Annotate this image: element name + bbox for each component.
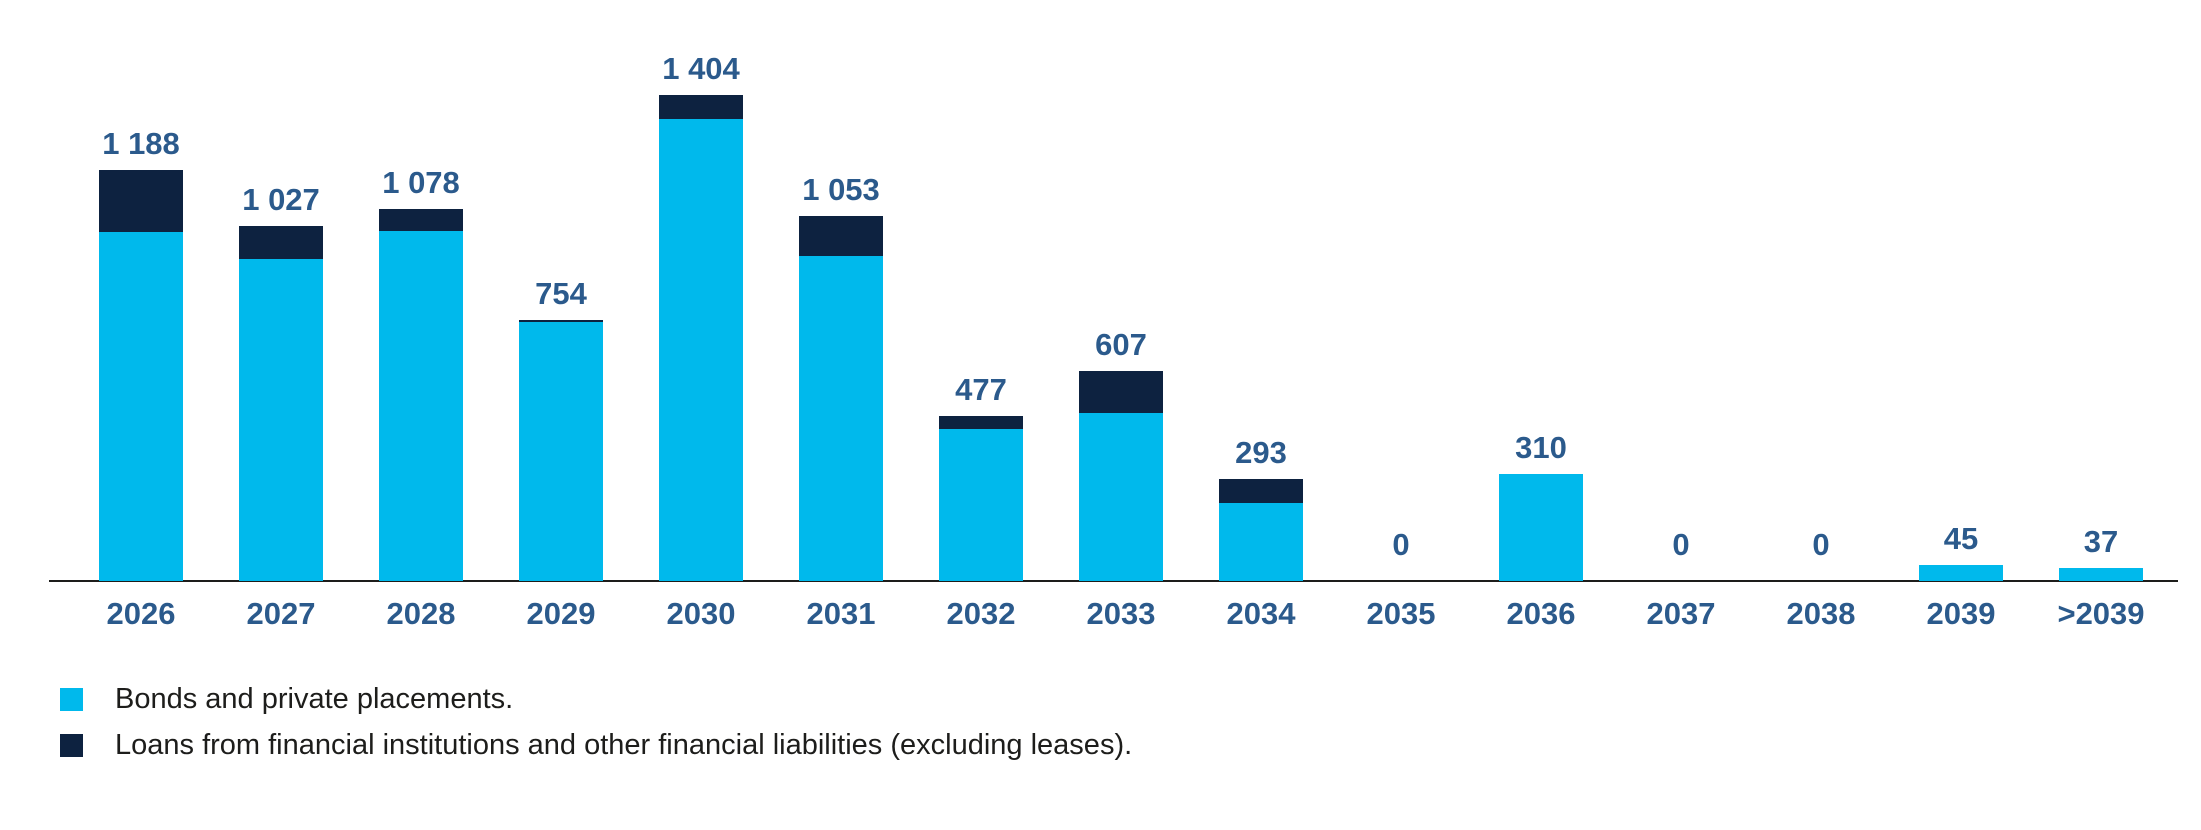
x-axis-label-2036: 2036	[1506, 596, 1576, 631]
x-axis-label-2037: 2037	[1646, 596, 1716, 631]
x-axis-label-2027: 2027	[246, 596, 316, 631]
bar-segment-bonds	[239, 259, 323, 581]
bar-segment-loans	[1079, 371, 1163, 413]
bar->2039	[2059, 568, 2143, 581]
bar-value-label: 1 078	[382, 165, 460, 200]
bar-segment-loans	[799, 216, 883, 256]
bar-segment-bonds	[1919, 565, 2003, 581]
x-axis-label-2030: 2030	[666, 596, 736, 631]
loans-legend-swatch-icon	[60, 733, 83, 757]
bar-segment-bonds	[379, 231, 463, 581]
bar-segment-loans	[1219, 479, 1303, 503]
bar-2027	[239, 226, 323, 581]
legend-item-loans: Loans from financial institutions and ot…	[60, 729, 1132, 761]
bar-value-label: 1 053	[802, 172, 880, 207]
bar-value-label: 293	[1235, 435, 1287, 470]
bar-value-label: 1 188	[102, 126, 180, 161]
bar-segment-bonds	[1079, 413, 1163, 581]
bar-value-label: 477	[955, 372, 1007, 407]
bar-value-label: 607	[1095, 327, 1147, 362]
bar-2039	[1919, 565, 2003, 581]
bar-segment-bonds	[659, 119, 743, 581]
bar-value-label: 45	[1943, 521, 1979, 556]
bar-value-label: 0	[1392, 527, 1410, 562]
bar-value-label: 1 027	[242, 182, 320, 217]
x-axis-label-2034: 2034	[1226, 596, 1296, 631]
x-axis-label-2028: 2028	[386, 596, 456, 631]
bar-value-label: 0	[1812, 527, 1830, 562]
loans-legend-label: Loans from financial institutions and ot…	[115, 729, 1133, 761]
bar-2026	[99, 170, 183, 581]
bar-segment-bonds	[799, 256, 883, 581]
bar-value-label: 37	[2083, 524, 2119, 559]
bonds-legend-swatch-icon	[60, 687, 83, 711]
bar-segment-bonds	[99, 232, 183, 581]
bar-segment-bonds	[939, 429, 1023, 581]
x-axis-label-2035: 2035	[1366, 596, 1436, 631]
bar-2028	[379, 209, 463, 581]
bar-segment-bonds	[519, 322, 603, 581]
bar-value-label: 310	[1515, 430, 1567, 465]
bar-segment-loans	[659, 95, 743, 119]
bar-value-label: 1 404	[662, 51, 740, 86]
bar-segment-loans	[239, 226, 323, 259]
bar-2034	[1219, 479, 1303, 581]
bar-2032	[939, 416, 1023, 581]
bar-2031	[799, 216, 883, 581]
bar-2030	[659, 95, 743, 581]
x-axis-label-2031: 2031	[806, 596, 876, 631]
bonds-legend-label: Bonds and private placements.	[115, 683, 514, 715]
bar-2033	[1079, 371, 1163, 581]
x-axis-label->2039: >2039	[2057, 596, 2145, 631]
bar-segment-loans	[519, 320, 603, 322]
bar-segment-loans	[379, 209, 463, 231]
bar-value-label: 754	[535, 276, 587, 311]
bar-2029	[519, 320, 603, 581]
bar-2036	[1499, 474, 1583, 581]
bar-segment-bonds	[2059, 568, 2143, 581]
x-axis-label-2029: 2029	[526, 596, 596, 631]
x-axis-label-2033: 2033	[1086, 596, 1156, 631]
bar-value-label: 0	[1672, 527, 1690, 562]
x-axis-label-2032: 2032	[946, 596, 1016, 631]
bar-segment-bonds	[1499, 474, 1583, 581]
bar-segment-loans	[939, 416, 1023, 429]
x-axis-label-2039: 2039	[1926, 596, 1996, 631]
bar-segment-bonds	[1219, 503, 1303, 581]
bar-segment-loans	[99, 170, 183, 232]
legend-item-bonds: Bonds and private placements.	[60, 683, 513, 715]
x-axis-label-2026: 2026	[106, 596, 176, 631]
x-axis-label-2038: 2038	[1786, 596, 1856, 631]
x-axis-line	[49, 580, 2178, 582]
